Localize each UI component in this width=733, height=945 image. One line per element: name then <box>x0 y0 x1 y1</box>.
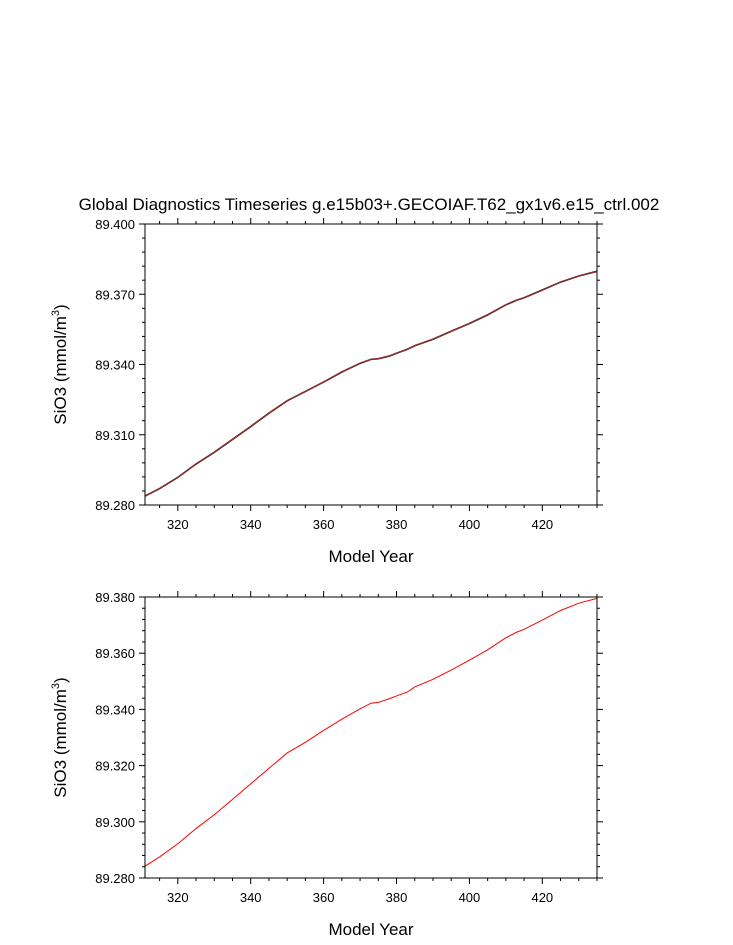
x-axis-label: Model Year <box>328 920 413 939</box>
x-tick-label: 340 <box>240 890 262 905</box>
y-axis-label: SiO3 (mmol/m3) <box>50 304 70 424</box>
y-tick-label: 89.300 <box>95 815 135 830</box>
bottom-panel-plot: 320 340 360 380 400 420 89.280 89.300 89.320 89.3… <box>50 590 603 939</box>
x-tick-label: 360 <box>313 517 335 532</box>
x-tick-label: 420 <box>531 517 553 532</box>
y-tick-label: 89.310 <box>95 428 135 443</box>
plot-frame <box>144 596 598 879</box>
y-tick-label: 89.370 <box>95 287 135 302</box>
x-tick-label: 360 <box>313 890 335 905</box>
y-tick-label: 89.380 <box>95 590 135 605</box>
x-tick-label: 400 <box>459 890 481 905</box>
series-line-1 <box>144 270 598 497</box>
x-tick-label: 320 <box>167 517 189 532</box>
top-panel-plot: 320 340 360 380 400 420 89.280 89.310 89.340 89.3… <box>50 217 603 566</box>
x-tick-label: 380 <box>386 890 408 905</box>
y-tick-label: 89.340 <box>95 358 135 373</box>
y-axis-label: SiO3 (mmol/m3) <box>50 677 70 797</box>
y-tick-label: 89.360 <box>95 646 135 661</box>
series-line-0 <box>144 270 598 497</box>
x-tick-label: 420 <box>531 890 553 905</box>
page-title: Global Diagnostics Timeseries g.e15b03+.… <box>79 195 660 214</box>
x-tick-label: 400 <box>459 517 481 532</box>
series-line-0 <box>144 597 598 867</box>
x-tick-label: 320 <box>167 890 189 905</box>
y-tick-label: 89.320 <box>95 759 135 774</box>
x-axis-label: Model Year <box>328 547 413 566</box>
y-tick-label: 89.280 <box>95 871 135 886</box>
x-tick-label: 340 <box>240 517 262 532</box>
plot-frame <box>144 223 598 506</box>
y-tick-label: 89.400 <box>95 217 135 232</box>
y-tick-label: 89.280 <box>95 498 135 513</box>
x-tick-label: 380 <box>386 517 408 532</box>
y-tick-label: 89.340 <box>95 702 135 717</box>
